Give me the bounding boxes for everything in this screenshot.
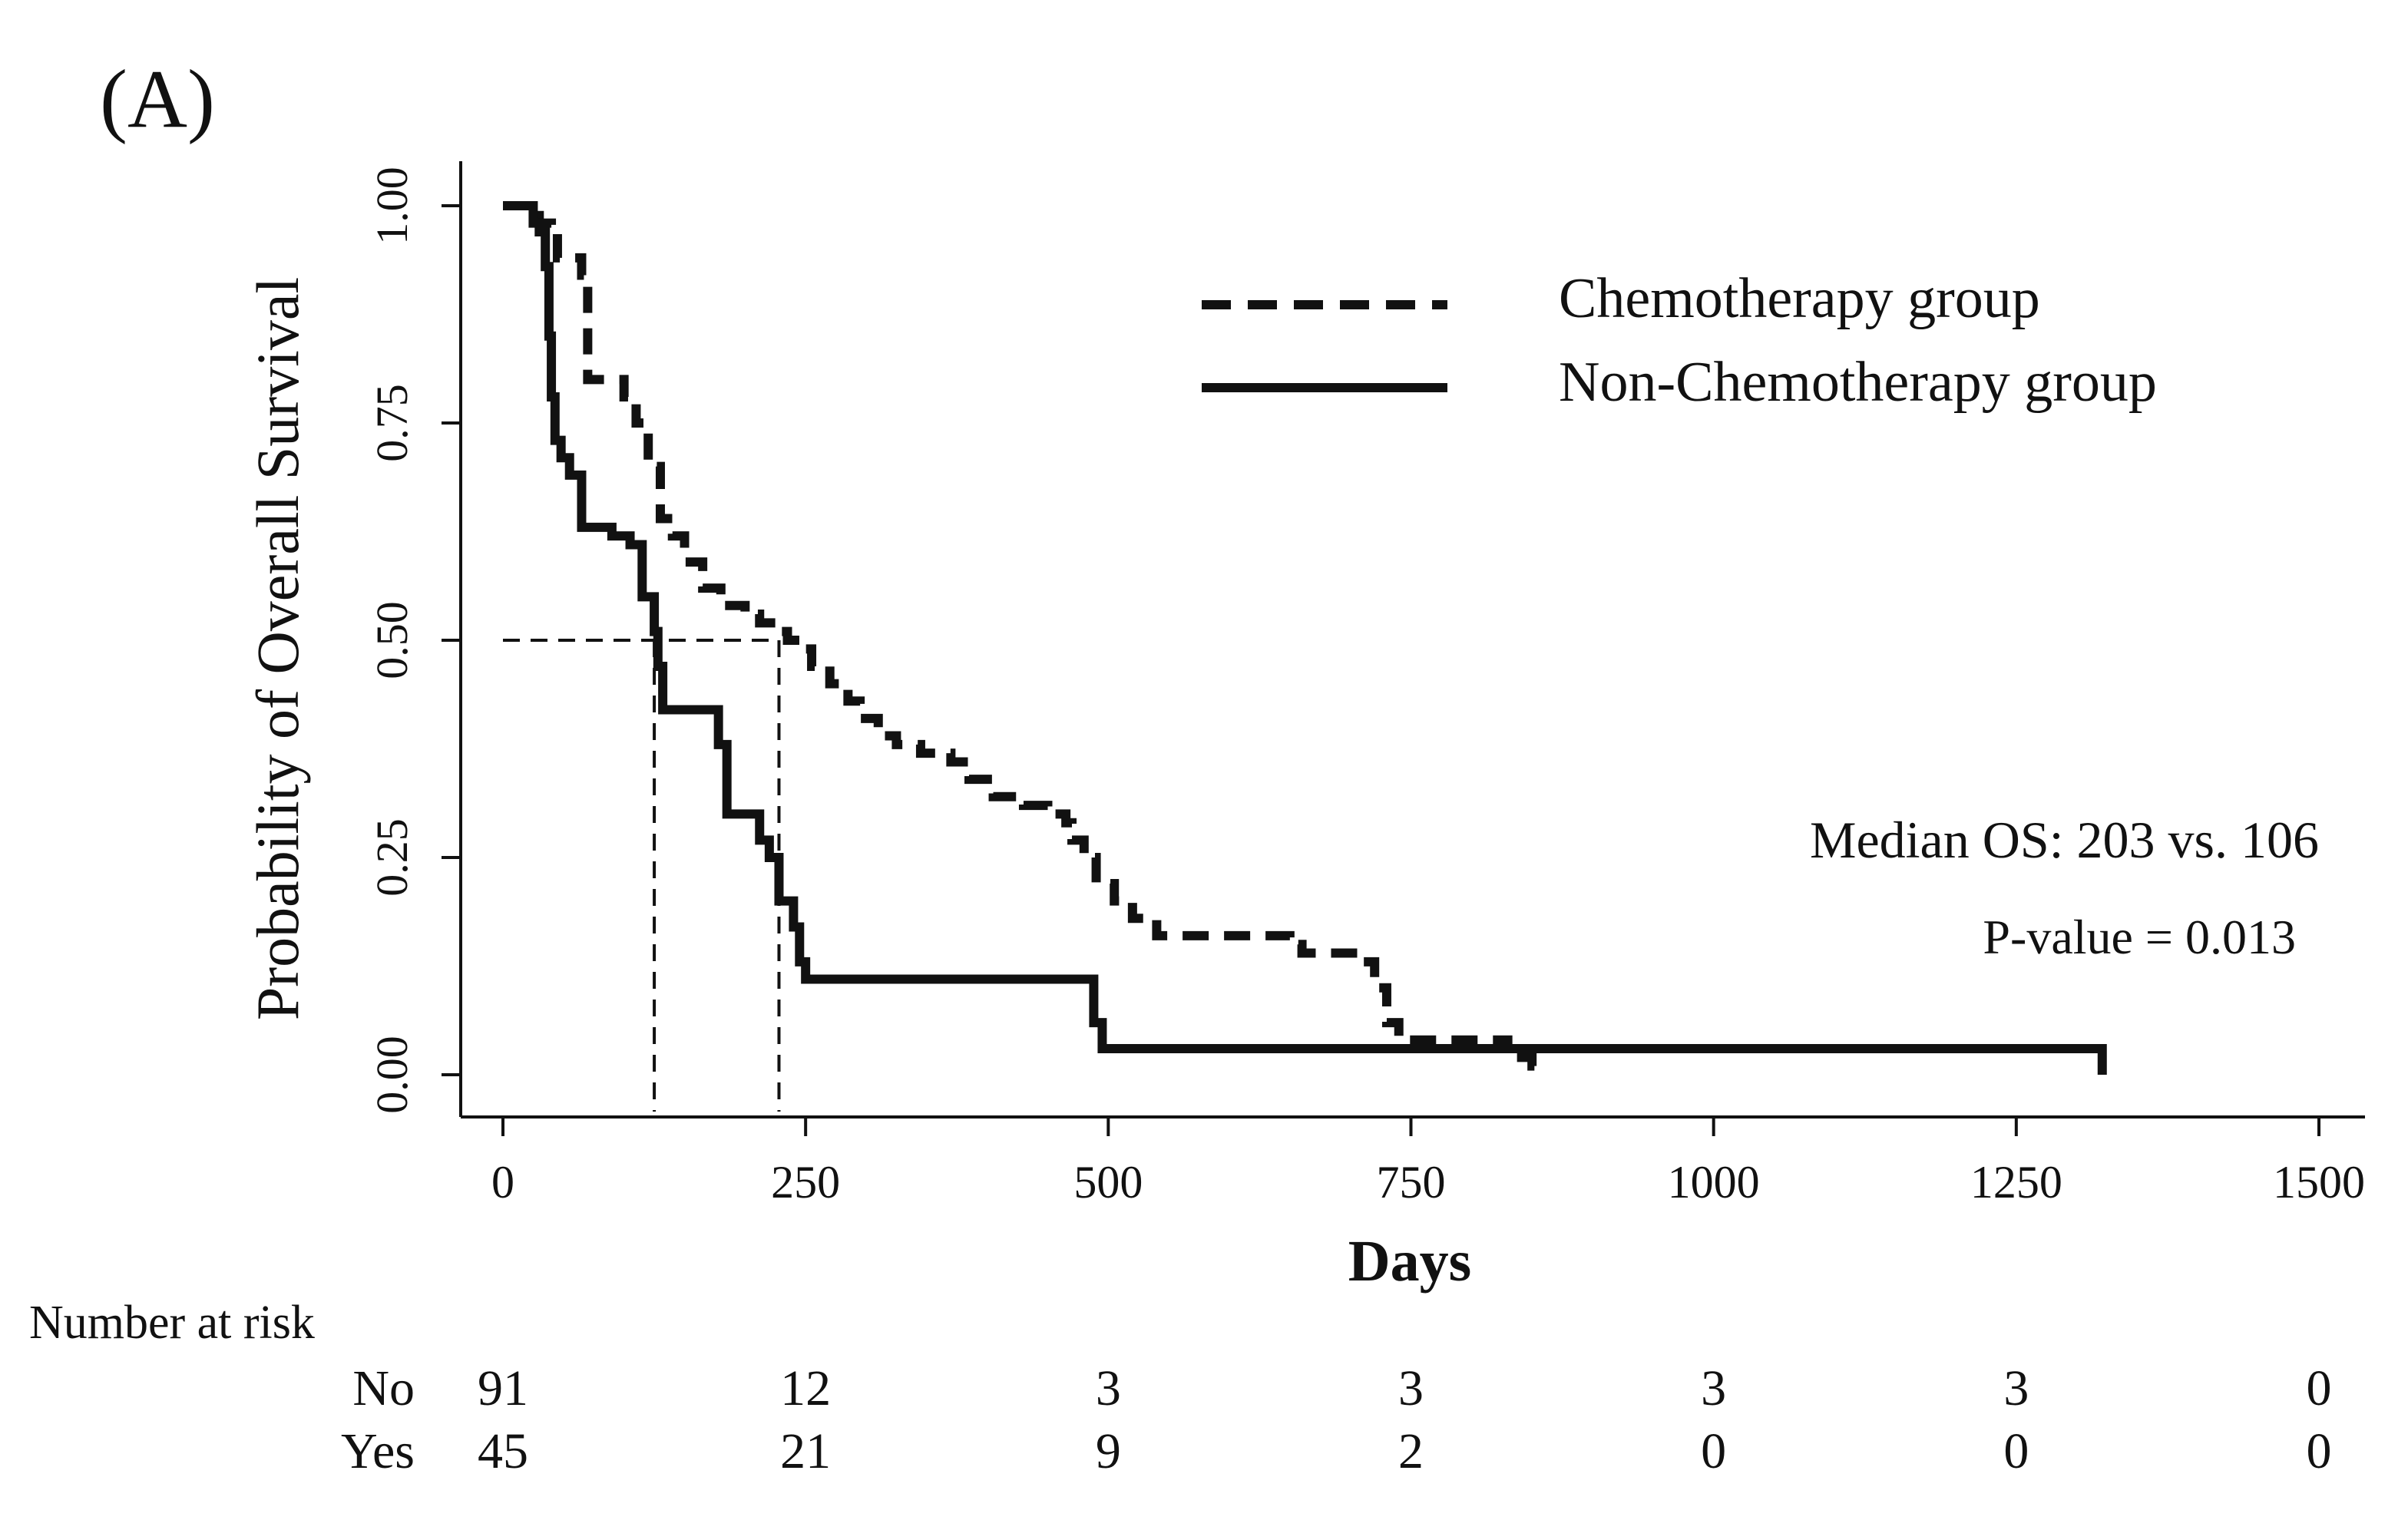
y-tick-label: 0.00 [367, 1036, 417, 1114]
x-tick-label: 750 [1377, 1157, 1446, 1208]
risk-count: 3 [1701, 1360, 1726, 1416]
x-tick-label: 500 [1073, 1157, 1143, 1208]
p-value-annotation: P-value = 0.013 [1983, 910, 2296, 964]
curve-chemotherapy-group [503, 201, 1544, 1071]
risk-count: 0 [2003, 1423, 2029, 1479]
risk-table: No 91 12 3 3 3 3 0 Yes 45 21 9 2 0 0 0 [341, 1360, 2332, 1479]
risk-count: 21 [780, 1423, 831, 1479]
x-tick-label: 1500 [2273, 1157, 2365, 1208]
legend-label-non-chemotherapy: Non-Chemotherapy group [1559, 351, 2157, 414]
risk-count: 0 [2307, 1360, 2332, 1416]
risk-count: 9 [1096, 1423, 1121, 1479]
panel-label: (A) [100, 54, 215, 145]
risk-count: 0 [2307, 1423, 2332, 1479]
risk-table-title: Number at risk [29, 1297, 315, 1349]
risk-row-label: Yes [341, 1423, 415, 1479]
risk-count: 12 [780, 1360, 831, 1416]
x-ticks: 0 250 500 750 1000 1250 1500 [491, 1117, 2365, 1208]
legend-label-chemotherapy: Chemotherapy group [1559, 267, 2040, 330]
risk-count: 2 [1398, 1423, 1424, 1479]
x-tick-label: 0 [491, 1157, 514, 1208]
median-os-annotation: Median OS: 203 vs. 106 [1810, 811, 2319, 869]
y-tick-label: 1.00 [367, 167, 417, 245]
y-axis-title: Probability of Overall Survival [244, 277, 311, 1020]
y-ticks: 0.00 0.25 0.50 0.75 1.00 [367, 167, 461, 1114]
y-tick-label: 0.75 [367, 384, 417, 462]
risk-row-label: No [352, 1360, 415, 1416]
legend: Chemotherapy group Non-Chemotherapy grou… [1202, 267, 2157, 414]
x-tick-label: 1250 [1970, 1157, 2062, 1208]
survival-curves [503, 201, 2107, 1075]
median-reference-lines [503, 639, 781, 1112]
risk-count: 0 [1701, 1423, 1726, 1479]
risk-count: 3 [1398, 1360, 1424, 1416]
x-tick-label: 1000 [1668, 1157, 1760, 1208]
x-axis-title: Days [1348, 1229, 1471, 1294]
y-tick-label: 0.50 [367, 601, 417, 679]
risk-count: 3 [1096, 1360, 1121, 1416]
risk-count: 3 [2003, 1360, 2029, 1416]
x-tick-label: 250 [771, 1157, 840, 1208]
risk-count: 45 [478, 1423, 528, 1479]
risk-count: 91 [478, 1360, 528, 1416]
curve-non-chemotherapy-group [503, 201, 2107, 1075]
y-tick-label: 0.25 [367, 818, 417, 897]
